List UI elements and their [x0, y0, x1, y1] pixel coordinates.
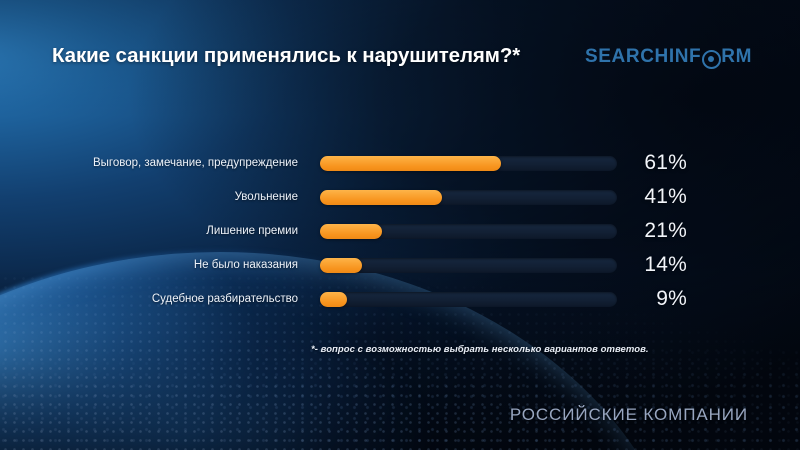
chart-row: Выговор, замечание, предупреждение 61%	[0, 146, 800, 180]
footnote: *- вопрос с возможностью выбрать несколь…	[311, 344, 649, 355]
searchinform-logo: SEARCHINF RM	[585, 46, 752, 69]
horizontal-bar-chart: Выговор, замечание, предупреждение 61% У…	[0, 146, 800, 316]
chart-row: Увольнение 41%	[0, 180, 800, 214]
bar-label: Лишение премии	[206, 225, 298, 237]
bar-fill	[320, 257, 362, 273]
bar-track	[320, 189, 617, 205]
bar-value: 14%	[644, 253, 687, 276]
bar-value: 61%	[644, 151, 687, 174]
bar-fill	[320, 291, 347, 307]
bar-value: 21%	[644, 219, 687, 242]
bar-label: Не было наказания	[193, 259, 298, 271]
logo-text-part1: SEARCHINF	[585, 46, 702, 67]
bar-track	[320, 155, 617, 171]
bar-label: Увольнение	[234, 191, 298, 203]
bar-track	[320, 291, 617, 307]
logo-text-part2: RM	[721, 46, 752, 67]
bar-label: Выговор, замечание, предупреждение	[92, 157, 298, 169]
bar-fill	[320, 155, 502, 171]
page-title: Какие санкции применялись к нарушителям?…	[52, 44, 521, 67]
bar-value: 9%	[656, 287, 687, 310]
chart-row: Лишение премии 21%	[0, 214, 800, 248]
chart-row: Судебное разбирательство 9%	[0, 282, 800, 316]
slide-header: Какие санкции применялись к нарушителям?…	[52, 44, 760, 69]
chart-row: Не было наказания 14%	[0, 248, 800, 282]
bar-fill	[320, 189, 442, 205]
target-o-icon	[701, 49, 721, 69]
footer-note: РОССИЙСКИЕ КОМПАНИИ	[509, 405, 748, 424]
bar-label: Судебное разбирательство	[151, 293, 298, 305]
bar-track	[320, 223, 617, 239]
bar-fill	[320, 223, 383, 239]
bar-value: 41%	[644, 185, 687, 208]
bar-track	[320, 257, 617, 273]
